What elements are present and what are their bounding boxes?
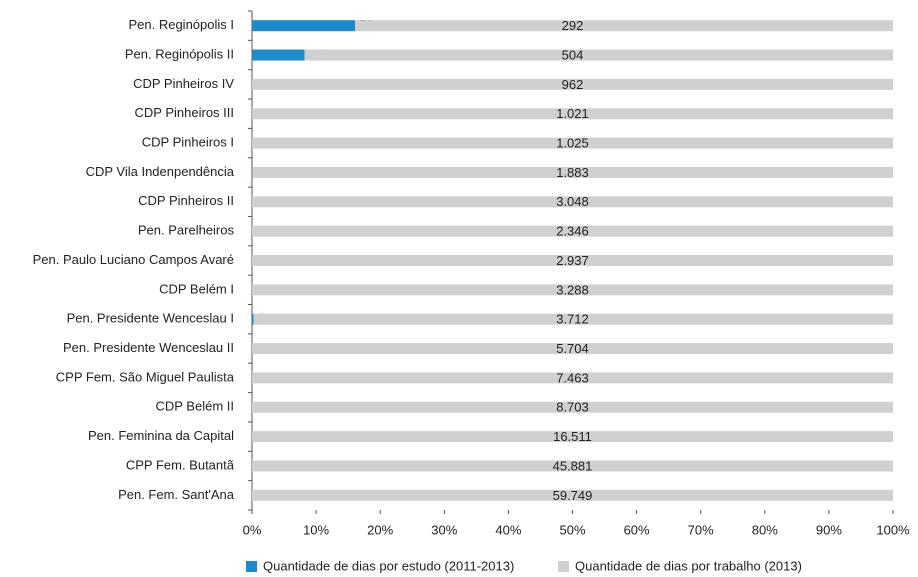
data-label: 3.048 — [556, 194, 589, 209]
y-tick-label: CDP Belém II — [155, 399, 234, 414]
data-label: 1.883 — [556, 165, 589, 180]
data-label: 3.712 — [556, 312, 589, 327]
bar — [252, 137, 893, 149]
y-tick-label: Pen. Feminina da Capital — [88, 428, 234, 443]
bar — [252, 460, 893, 472]
data-label: 7.463 — [556, 370, 589, 385]
y-tick-label: CDP Pinheiros II — [138, 193, 234, 208]
x-tick-label: 50% — [559, 522, 585, 537]
bar — [304, 49, 893, 61]
bar — [253, 313, 893, 325]
y-tick-label: Pen. Presidente Wenceslau I — [67, 311, 234, 326]
y-tick-label: Pen. Paulo Luciano Campos Avaré — [33, 252, 234, 267]
x-tick-label: 100% — [876, 522, 910, 537]
bar — [252, 401, 893, 413]
legend-label: Quantidade de dias por trabalho (2013) — [575, 558, 802, 573]
data-label: 962 — [562, 77, 584, 92]
bar — [252, 196, 893, 208]
y-tick-label: CDP Pinheiros IV — [133, 76, 234, 91]
data-label: 3.288 — [556, 282, 589, 297]
x-tick-label: 20% — [367, 522, 393, 537]
x-tick-label: 90% — [816, 522, 842, 537]
y-tick-label: CDP Belém I — [159, 281, 234, 296]
data-label: 2.937 — [556, 253, 589, 268]
data-label: 1.025 — [556, 136, 589, 151]
data-label: 5.704 — [556, 341, 589, 356]
bar — [252, 20, 356, 32]
x-tick-label: 60% — [624, 522, 650, 537]
bar — [252, 78, 893, 90]
y-tick-label: Pen. Fem. Sant'Ana — [118, 487, 235, 502]
data-label: 1.021 — [556, 106, 589, 121]
x-tick-label: 80% — [752, 522, 778, 537]
data-label: 45.881 — [553, 458, 593, 473]
bar — [252, 225, 893, 237]
bar — [252, 49, 305, 61]
bar — [252, 108, 893, 120]
data-label: 8.703 — [556, 400, 589, 415]
y-tick-label: CPP Fem. São Miguel Paulista — [56, 369, 235, 384]
x-tick-label: 30% — [431, 522, 457, 537]
legend-swatch — [246, 561, 257, 572]
legend-label: Quantidade de dias por estudo (2011-2013… — [263, 558, 514, 573]
bar — [252, 255, 893, 266]
bar — [252, 166, 894, 178]
data-label: 16.511 — [553, 429, 592, 444]
x-tick-label: 70% — [688, 522, 714, 537]
y-tick-label: Pen. Parelheiros — [138, 223, 235, 238]
y-tick-label: Pen. Reginópolis II — [125, 46, 234, 61]
data-label: 59.749 — [553, 488, 593, 503]
bar — [252, 313, 254, 325]
y-tick-label: CPP Fem. Butantã — [126, 457, 235, 472]
y-tick-label: Pen. Reginópolis I — [128, 17, 234, 32]
x-tick-label: 40% — [495, 522, 521, 537]
y-tick-label: CDP Pinheiros III — [135, 105, 234, 120]
x-tick-label: 10% — [303, 522, 329, 537]
bar — [252, 431, 893, 443]
y-tick-label: Pen. Presidente Wenceslau II — [63, 340, 234, 355]
bar — [252, 372, 893, 384]
bar — [252, 343, 893, 355]
bar — [355, 20, 893, 32]
bar — [252, 284, 893, 296]
legend-swatch — [558, 561, 569, 572]
x-tick-label: 0% — [243, 522, 262, 537]
data-label: 504 — [562, 47, 584, 62]
y-tick-label: CDP Pinheiros I — [142, 135, 234, 150]
bar — [252, 489, 893, 501]
y-tick-label: CDP Vila Indenpendência — [86, 164, 235, 179]
data-label: 2.346 — [556, 224, 589, 239]
data-label: 292 — [562, 18, 584, 33]
